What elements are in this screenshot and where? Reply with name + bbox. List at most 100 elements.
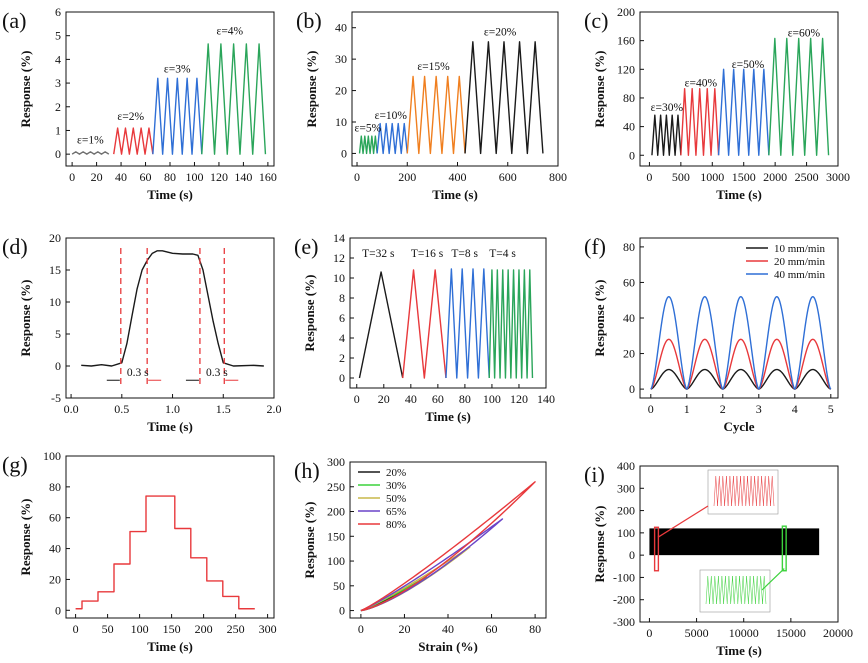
annotation-1: ε=5% — [355, 122, 382, 134]
annotation-4: ε=60% — [788, 27, 821, 39]
x-tick-label: 400 — [449, 170, 467, 184]
annotation-3: ε=15% — [417, 61, 450, 73]
y-tick-label: 20 — [623, 347, 635, 361]
plot-frame — [65, 455, 275, 619]
chart-panel-6: 0 1 2 3 4 5 0 20 40 60 80 Cycle Response (%) (f) 10 mm… — [584, 234, 839, 434]
x-axis-label: Time (s) — [432, 187, 478, 202]
y-tick-label: 0 — [339, 371, 345, 385]
x-tick-label: 120 — [510, 392, 528, 406]
y-tick-label: 200 — [617, 504, 635, 518]
annotation-4: ε=4% — [216, 26, 243, 38]
y-tick-label: 40 — [335, 21, 347, 35]
x-tick-label: 80 — [459, 392, 471, 406]
y-tick-label: 60 — [623, 275, 635, 289]
x-tick-label: 20 — [398, 622, 410, 636]
plot-frame — [351, 11, 559, 167]
series-line-2 — [680, 87, 720, 156]
x-axis-label: Time (s) — [716, 643, 762, 658]
y-tick-label: -300 — [613, 615, 635, 629]
annotation-3: ε=50% — [732, 59, 765, 71]
chart-panel-7: 0 50 100 150 200 250 300 0 20 40 60 80 100 Time (s) Re… — [2, 449, 277, 654]
y-tick-label: -5 — [51, 391, 61, 405]
y-tick-label: 0 — [629, 548, 635, 562]
y-tick-label: 200 — [327, 505, 345, 519]
x-tick-label: 200 — [398, 170, 416, 184]
series-line-5 — [360, 481, 536, 612]
y-tick-label: 6 — [55, 5, 61, 19]
x-axis-label: Time (s) — [716, 187, 762, 202]
x-tick-label: 3 — [756, 402, 762, 416]
annotation-2: ε=2% — [117, 111, 144, 123]
y-tick-label: 20 — [49, 231, 61, 245]
x-tick-label: 250 — [227, 622, 245, 636]
x-tick-label: 150 — [163, 622, 181, 636]
y-tick-label: 0 — [339, 604, 345, 618]
series-line-4 — [768, 37, 830, 156]
x-tick-label: 0 — [358, 622, 364, 636]
y-axis-label: Response (%) — [592, 506, 607, 583]
plot-frame — [639, 465, 839, 623]
inset-signal — [705, 575, 767, 605]
x-tick-label: 2 — [720, 402, 726, 416]
x-tick-label: 600 — [499, 170, 517, 184]
x-tick-label: 60 — [486, 622, 498, 636]
inset-plot-2 — [699, 568, 785, 613]
series-line-2 — [113, 127, 154, 155]
panel-label: (d) — [2, 234, 28, 259]
series-line-4 — [360, 518, 504, 612]
y-axis-label: Response (%) — [302, 502, 317, 579]
x-tick-label: 5000 — [685, 626, 709, 640]
plot-frame — [639, 11, 839, 167]
series-line-3 — [717, 68, 770, 156]
y-tick-label: 100 — [617, 526, 635, 540]
y-tick-label: 40 — [623, 311, 635, 325]
x-tick-label: 15000 — [776, 626, 806, 640]
y-tick-label: 30 — [335, 52, 347, 66]
y-tick-label: 60 — [49, 511, 61, 525]
x-tick-label: 0 — [646, 626, 652, 640]
annotation-4: T=4 s — [489, 248, 516, 260]
chart-panel-8: 0 20 40 60 80 0 50 100 150 200 250 300 Strain (%) Res… — [294, 455, 547, 654]
legend-label-2: 30% — [386, 480, 406, 492]
y-tick-label: 0 — [629, 148, 635, 162]
x-tick-label: 1.0 — [165, 402, 180, 416]
y-tick-label: 6 — [339, 311, 345, 325]
x-axis-label: Time (s) — [147, 187, 193, 202]
y-tick-label: 100 — [43, 449, 61, 463]
x-tick-label: 120 — [210, 170, 228, 184]
x-tick-label: 10000 — [729, 626, 759, 640]
x-tick-label: 40 — [442, 622, 454, 636]
legend-label-1: 20% — [386, 467, 406, 479]
x-tick-label: 20 — [378, 392, 390, 406]
y-tick-label: -200 — [613, 593, 635, 607]
x-tick-label: 80 — [164, 170, 176, 184]
x-tick-label: 0 — [646, 170, 652, 184]
y-tick-label: 14 — [333, 231, 345, 245]
y-tick-label: 200 — [617, 5, 635, 19]
x-tick-label: 1 — [684, 402, 690, 416]
x-tick-label: 40 — [115, 170, 127, 184]
x-tick-label: 0 — [69, 170, 75, 184]
legend-label-1: 10 mm/min — [774, 243, 826, 255]
annotation-2: 0.3 s — [206, 367, 228, 379]
y-tick-label: -100 — [613, 570, 635, 584]
series-line-2 — [650, 338, 832, 390]
panel-label: (f) — [584, 234, 606, 259]
annotation-2: ε=40% — [685, 77, 718, 89]
series-line-1 — [358, 271, 404, 379]
chart-panel-3: 0 500 1000 1500 2000 2500 3000 0 40 80 120 160 200 Ti… — [584, 5, 850, 202]
x-tick-label: 0 — [354, 170, 360, 184]
series-line-3 — [650, 295, 832, 390]
series-line-3 — [152, 77, 203, 155]
x-tick-label: 200 — [195, 622, 213, 636]
y-tick-label: 10 — [49, 295, 61, 309]
y-tick-label: 10 — [335, 115, 347, 129]
panel-label: (e) — [294, 234, 318, 259]
x-tick-label: 100 — [131, 622, 149, 636]
x-tick-label: 0 — [354, 392, 360, 406]
plot-frame — [349, 237, 547, 389]
series-line-1 — [71, 151, 110, 155]
x-axis-label: Time (s) — [147, 639, 193, 654]
series-line-1 — [358, 135, 378, 155]
